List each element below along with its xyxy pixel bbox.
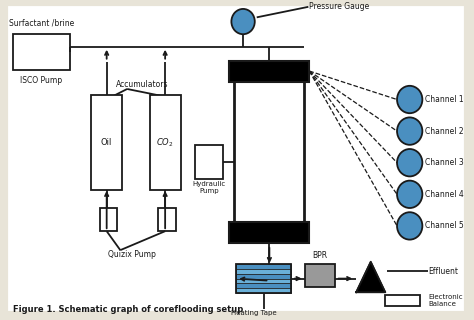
Bar: [385, 295, 420, 306]
Bar: [229, 60, 310, 82]
Text: $CO_2$: $CO_2$: [156, 136, 174, 149]
Bar: [236, 264, 291, 293]
Text: Effluent: Effluent: [428, 267, 458, 276]
Circle shape: [397, 117, 422, 145]
Text: BPR: BPR: [312, 251, 328, 260]
Bar: [149, 95, 181, 190]
Text: Channel 2: Channel 2: [425, 127, 464, 136]
Text: Surfactant /brine: Surfactant /brine: [9, 19, 74, 28]
Text: Electronic
Balance: Electronic Balance: [428, 294, 463, 307]
Text: Hydraulic
Pump: Hydraulic Pump: [192, 180, 226, 194]
Text: Heating Tape: Heating Tape: [231, 310, 277, 316]
Bar: [234, 78, 304, 226]
Text: Channel 1: Channel 1: [425, 95, 464, 104]
Bar: [158, 208, 176, 231]
Circle shape: [397, 149, 422, 176]
Bar: [236, 269, 291, 274]
Circle shape: [231, 9, 255, 34]
Circle shape: [397, 212, 422, 240]
Bar: [91, 95, 122, 190]
Circle shape: [397, 180, 422, 208]
Bar: [100, 208, 118, 231]
Bar: [236, 274, 291, 279]
Text: Channel 4: Channel 4: [425, 190, 464, 199]
Bar: [236, 284, 291, 288]
Bar: [236, 288, 291, 293]
Bar: [236, 264, 291, 269]
Text: Accumulators: Accumulators: [116, 80, 168, 89]
Text: Channel 5: Channel 5: [425, 221, 464, 230]
Polygon shape: [356, 262, 385, 292]
Text: Channel 3: Channel 3: [425, 158, 464, 167]
Bar: [195, 145, 223, 179]
Text: Oil: Oil: [101, 138, 112, 147]
Bar: [229, 222, 310, 243]
Bar: [236, 279, 291, 284]
Text: ISCO Pump: ISCO Pump: [20, 76, 63, 85]
Text: Figure 1. Schematic graph of coreflooding setup: Figure 1. Schematic graph of corefloodin…: [13, 305, 243, 314]
Text: Quizix Pump: Quizix Pump: [108, 250, 156, 259]
Bar: [13, 34, 70, 70]
Circle shape: [397, 86, 422, 113]
Text: Pressure Gauge: Pressure Gauge: [310, 2, 370, 11]
Bar: [305, 264, 335, 287]
